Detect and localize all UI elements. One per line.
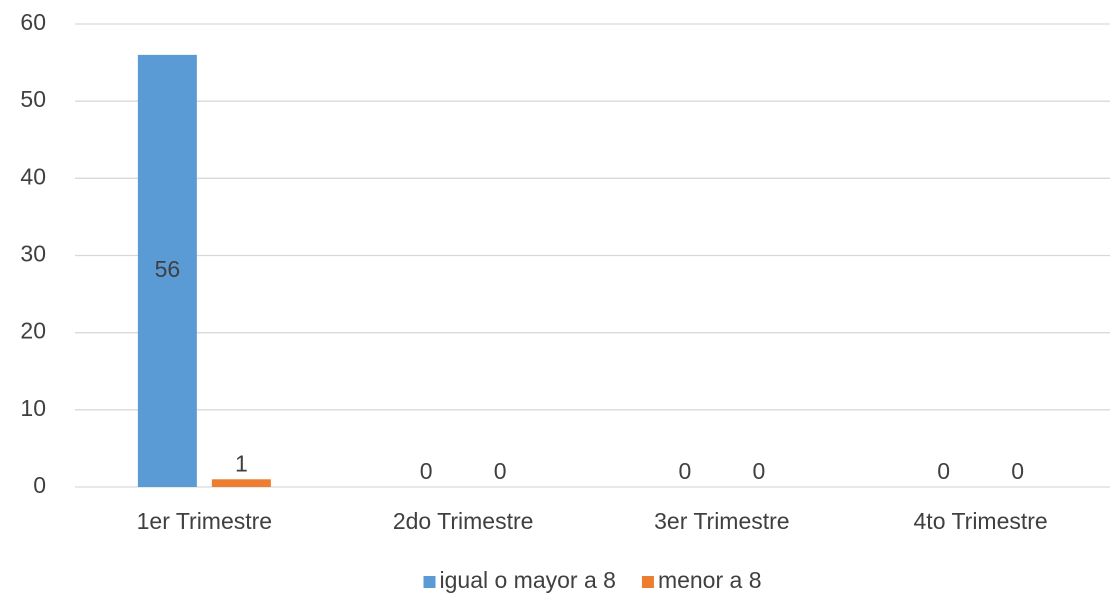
y-tick-label: 10 — [20, 395, 46, 421]
y-tick-label: 40 — [20, 163, 46, 189]
data-label: 0 — [494, 458, 507, 484]
legend-swatch — [641, 576, 654, 588]
y-tick-label: 30 — [20, 241, 46, 267]
data-label: 1 — [235, 450, 248, 476]
data-label: 0 — [420, 458, 433, 484]
y-tick-label: 20 — [20, 318, 46, 344]
x-tick-label: 2do Trimestre — [393, 508, 534, 534]
x-tick-label: 3er Trimestre — [654, 508, 789, 534]
x-tick-label: 4to Trimestre — [914, 508, 1048, 534]
y-tick-label: 0 — [33, 472, 46, 498]
data-label: 56 — [155, 256, 181, 282]
legend-swatch — [423, 576, 436, 588]
legend-label: menor a 8 — [658, 567, 762, 593]
data-label: 0 — [937, 458, 950, 484]
y-tick-label: 60 — [20, 9, 46, 35]
x-tick-label: 1er Trimestre — [137, 508, 272, 534]
bar — [211, 479, 271, 487]
data-label: 0 — [1011, 458, 1024, 484]
data-label: 0 — [752, 458, 765, 484]
legend-label: igual o mayor a 8 — [440, 567, 616, 593]
y-tick-label: 50 — [20, 86, 46, 112]
bar — [137, 54, 197, 487]
data-label: 0 — [678, 458, 691, 484]
